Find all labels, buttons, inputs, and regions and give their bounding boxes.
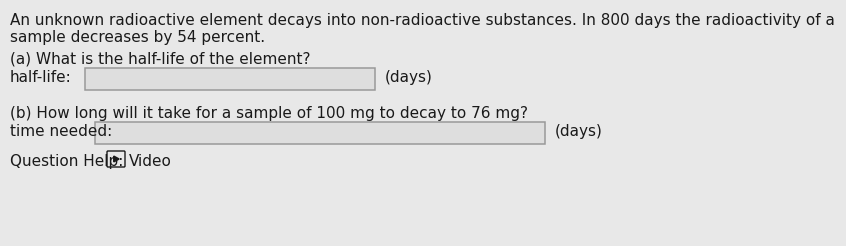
Text: (a) What is the half-life of the element?: (a) What is the half-life of the element… bbox=[10, 52, 310, 67]
FancyBboxPatch shape bbox=[85, 68, 375, 90]
Text: Video: Video bbox=[129, 154, 172, 169]
Polygon shape bbox=[113, 156, 119, 162]
Text: half-life:: half-life: bbox=[10, 70, 72, 85]
Text: (b) How long will it take for a sample of 100 mg to decay to 76 mg?: (b) How long will it take for a sample o… bbox=[10, 106, 528, 121]
Text: sample decreases by 54 percent.: sample decreases by 54 percent. bbox=[10, 30, 265, 45]
Text: time needed:: time needed: bbox=[10, 124, 113, 139]
FancyBboxPatch shape bbox=[107, 151, 125, 167]
Text: Question Help:: Question Help: bbox=[10, 154, 124, 169]
Text: (days): (days) bbox=[385, 70, 433, 85]
Text: An unknown radioactive element decays into non-radioactive substances. In 800 da: An unknown radioactive element decays in… bbox=[10, 13, 835, 28]
FancyBboxPatch shape bbox=[95, 122, 545, 144]
Text: (days): (days) bbox=[555, 124, 603, 139]
